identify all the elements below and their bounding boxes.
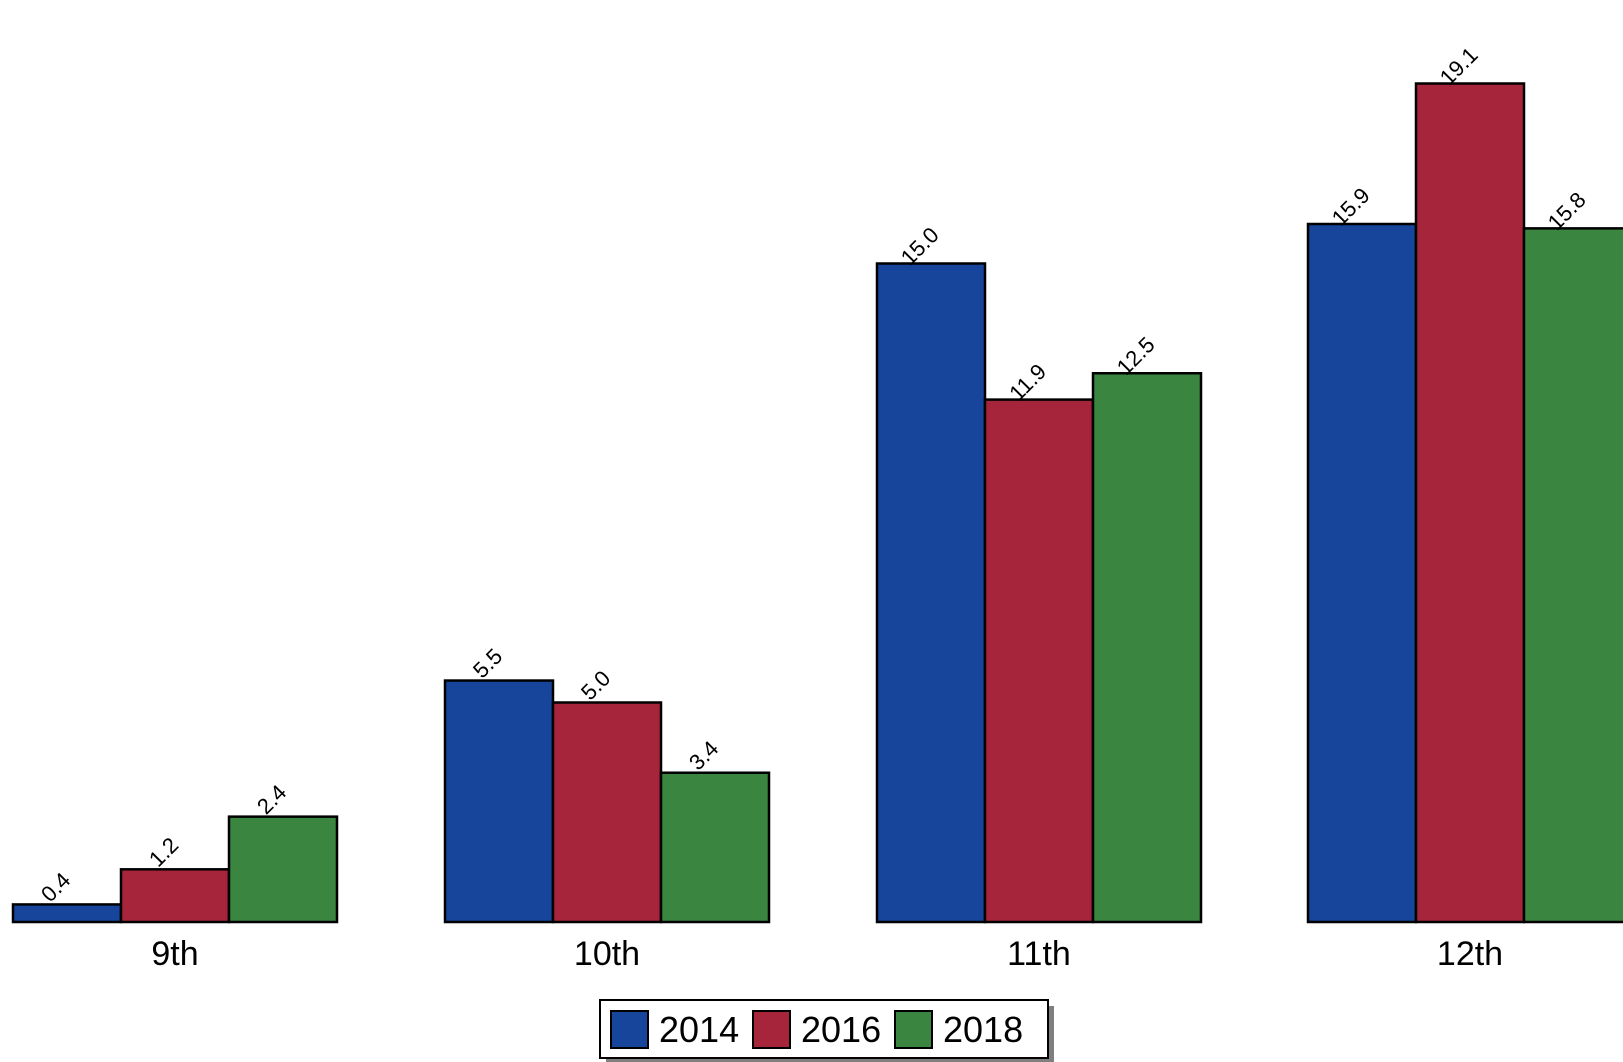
x-tick-label-10th: 10th (574, 935, 640, 973)
legend-box (599, 999, 1049, 1059)
data-label-9th-2018: 2.4 (252, 780, 291, 819)
bar-11th-2016 (983, 398, 1095, 924)
bars-layer (11, 82, 1623, 924)
x-axis-tick-labels: 9th 10th 11th 12th (151, 935, 1503, 973)
data-label-10th-2018: 3.4 (684, 736, 723, 775)
legend-swatch-2014 (610, 1010, 649, 1049)
data-label-9th-2016: 1.2 (144, 832, 183, 871)
x-tick-label-9th: 9th (151, 935, 198, 973)
bar-11th-2014 (875, 262, 987, 924)
legend-swatch-2016 (752, 1010, 791, 1049)
bar-9th-2016 (119, 868, 231, 924)
bar-9th-2014 (11, 903, 123, 924)
bar-11th-2018 (1091, 372, 1203, 924)
data-label-10th-2016: 5.0 (576, 666, 615, 705)
bar-12th-2014 (1306, 222, 1418, 924)
bar-9th-2018 (227, 815, 339, 924)
legend-label-2016: 2016 (801, 1009, 881, 1050)
x-tick-label-12th: 12th (1437, 935, 1503, 973)
legend-label-2018: 2018 (943, 1009, 1023, 1050)
bar-12th-2016 (1414, 82, 1526, 924)
bar-10th-2014 (443, 679, 555, 924)
x-tick-label-11th: 11th (1007, 935, 1071, 973)
bar-12th-2018 (1522, 227, 1623, 924)
legend-label-2014: 2014 (659, 1009, 739, 1050)
data-label-10th-2014: 5.5 (468, 644, 507, 683)
bar-10th-2016 (551, 701, 663, 924)
legend-swatch-2018 (894, 1010, 933, 1049)
bar-10th-2018 (659, 771, 771, 924)
data-label-9th-2014: 0.4 (36, 867, 75, 906)
legend-items: 2014 2016 2018 (610, 1009, 1023, 1050)
legend: 2014 2016 2018 (599, 999, 1054, 1062)
